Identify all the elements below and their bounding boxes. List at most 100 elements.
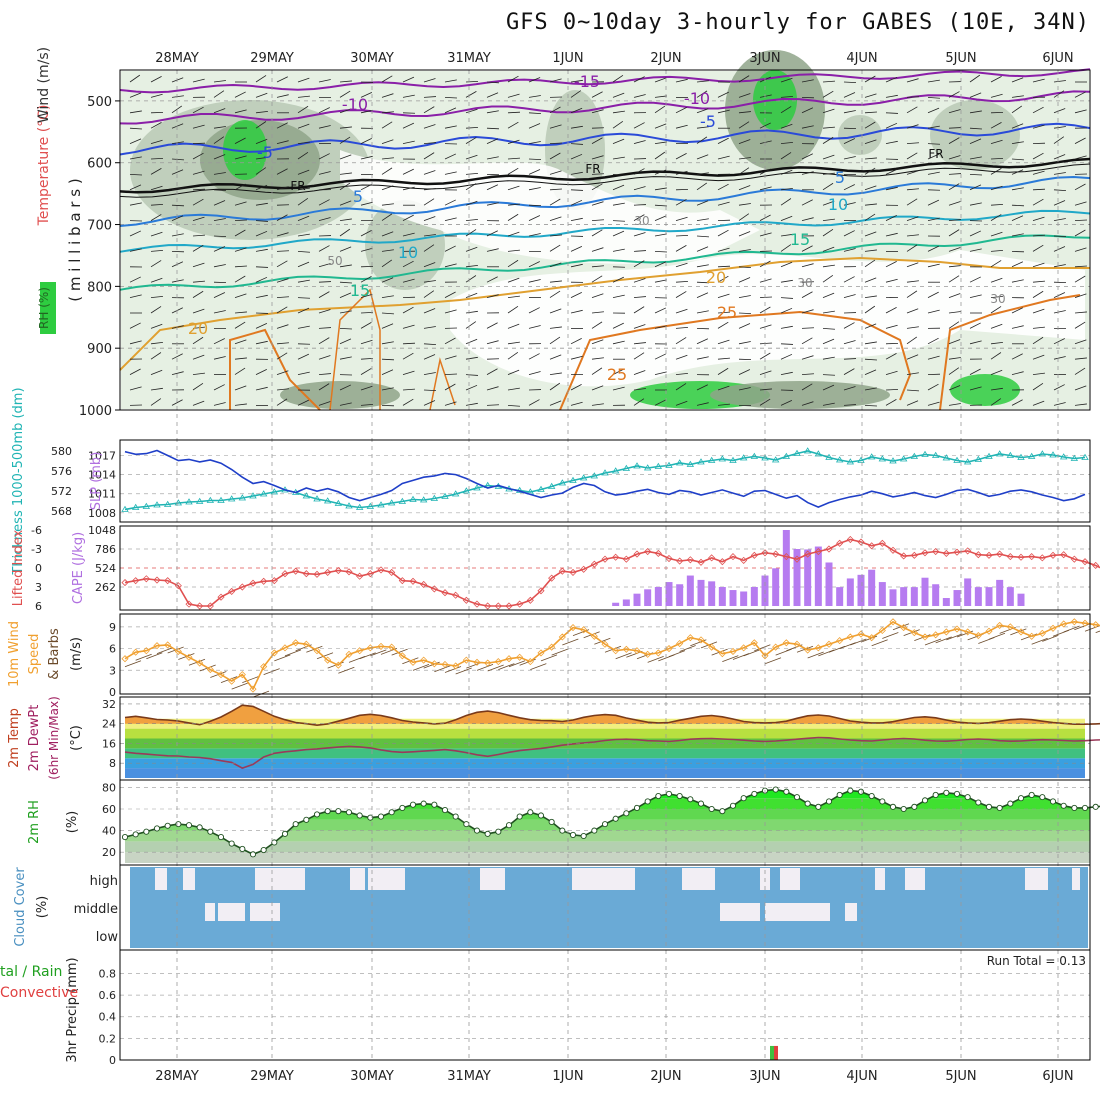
contour-label: 5 (835, 168, 845, 187)
rh-series-point (304, 817, 309, 822)
contour-label: -10 (342, 95, 368, 114)
date-label-top: 31MAY (447, 51, 491, 66)
cape-bar (943, 598, 950, 606)
rh-series-point (730, 803, 735, 808)
rh-series-point (1029, 792, 1034, 797)
cape-bar (730, 590, 737, 606)
cloud-clear-high (183, 868, 195, 890)
rh-series-point (602, 822, 607, 827)
rh-series-point (208, 829, 213, 834)
rh-series-point (634, 805, 639, 810)
chart-title: GFS 0~10day 3-hourly for GABES (10E, 34N… (380, 10, 1090, 35)
wind-tick: 3 (109, 664, 116, 677)
contour-label: -10 (684, 89, 710, 108)
rh-series-point (805, 801, 810, 806)
contour-label: 50 (327, 254, 342, 268)
rh-series-point (912, 804, 917, 809)
rh-series-point (336, 809, 341, 814)
rh-series-point (816, 804, 821, 809)
rh-series-point (784, 789, 789, 794)
rh-series-point (1093, 804, 1098, 809)
rh-series-point (570, 832, 575, 837)
precip-tick: 0.6 (99, 989, 117, 1002)
date-label-bottom: 4JUN (846, 1069, 877, 1084)
temp-band (125, 768, 1085, 778)
cape-bar (879, 582, 886, 606)
cloud-clear-high (780, 868, 800, 890)
precip-bar-convective (774, 1046, 778, 1060)
cape-bar (708, 581, 715, 606)
rh-series-point (624, 811, 629, 816)
rh-blob (950, 374, 1020, 406)
cloud-clear-high (1072, 868, 1080, 890)
cloud-clear-high (572, 868, 635, 890)
thickness-tick: 568 (51, 505, 72, 518)
precip-left-label-1: tal / Rain (0, 964, 62, 980)
cloud-level-2: low (96, 930, 119, 945)
contour-label: FR (928, 147, 943, 161)
rh-series-point (1040, 795, 1045, 800)
rh-series-point (645, 799, 650, 804)
rh-series-point (720, 809, 725, 814)
rh2m-label: 2m RH (27, 800, 42, 844)
rh-series-point (154, 826, 159, 831)
rh-series-point (954, 791, 959, 796)
rh-series-point (389, 810, 394, 815)
temp-label: 2m DewPt (27, 705, 42, 772)
wind10-label: & Barbs (47, 628, 62, 680)
li-tick: 0 (35, 562, 42, 575)
date-label-top: 28MAY (155, 51, 199, 66)
cape-bar (751, 587, 758, 606)
date-label-bottom: 2JUN (650, 1069, 681, 1084)
cloud-clear-middle (250, 903, 280, 921)
cape-tick: 524 (95, 562, 116, 575)
cape-bar (719, 587, 726, 606)
cape-bar (815, 547, 822, 606)
rh-series-point (176, 822, 181, 827)
cape-bar (772, 568, 779, 606)
cloud-level-0: high (90, 874, 118, 889)
rh-series-point (890, 804, 895, 809)
rh-band (120, 852, 1090, 863)
rh-series-point (496, 829, 501, 834)
temp-band (125, 758, 1085, 768)
rh-series-point (709, 806, 714, 811)
cape-bar (804, 549, 811, 606)
contour-label: 5 (353, 187, 363, 206)
date-label-bottom: 29MAY (250, 1069, 294, 1084)
rh2m-label: (%) (65, 811, 80, 834)
rh-series-point (901, 806, 906, 811)
rh-series-point (474, 828, 479, 833)
cloud-clear-middle (765, 903, 830, 921)
rh-series-point (837, 792, 842, 797)
cape-bar (676, 584, 683, 606)
cape-bar (922, 578, 929, 606)
date-label-bottom: 1JUN (552, 1069, 583, 1084)
thickness-tick: 576 (51, 465, 72, 478)
pressure-tick: 500 (87, 95, 112, 110)
cape-bar (847, 578, 854, 606)
li-tick: -3 (31, 543, 42, 556)
cloud-clear-high (875, 868, 885, 890)
rh-series-point (1072, 805, 1077, 810)
rh-series-point (314, 812, 319, 817)
contour-label: 20 (188, 319, 208, 338)
cape-bar (687, 576, 694, 606)
cape-bar (996, 580, 1003, 606)
date-label-bottom: 3JUN (749, 1069, 780, 1084)
cloud-clear-middle (845, 903, 857, 921)
cape-tick: 262 (95, 581, 116, 594)
cloud-label: Cloud Cover (13, 867, 28, 947)
rh-series-point (997, 805, 1002, 810)
precip-tick: 0.4 (99, 1011, 117, 1024)
rh-series-point (261, 847, 266, 852)
cloud-clear-high (682, 868, 715, 890)
rh-series-point (869, 793, 874, 798)
precip-tick: 0 (109, 1054, 116, 1067)
contour-label: FR (290, 179, 305, 193)
rh-series-point (400, 805, 405, 810)
cape-bar (1018, 594, 1025, 606)
cape-bar (783, 530, 790, 606)
date-label-top: 5JUN (945, 51, 976, 66)
